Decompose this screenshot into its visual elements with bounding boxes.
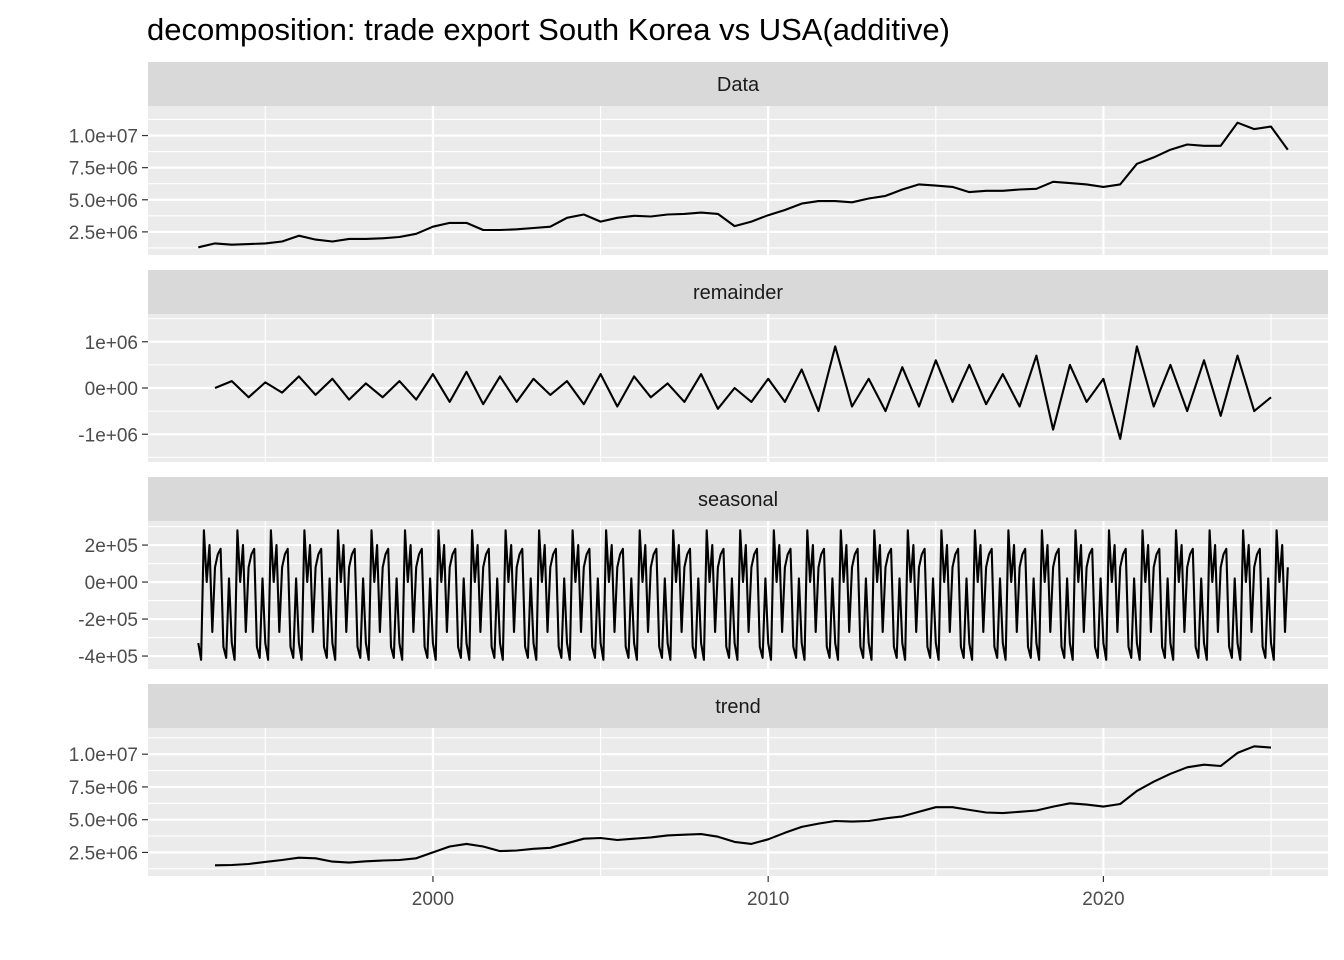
series-line-remainder — [214, 345, 1272, 440]
y-tick-label: 1.0e+07 — [69, 745, 138, 766]
panel-seasonal: seasonal -4e+05 -2e+05 0e+00 2e+05 — [78, 477, 1328, 669]
gridlines — [148, 106, 1328, 255]
y-tick-label: 7.5e+06 — [69, 159, 138, 180]
y-tick-label: 0e+00 — [85, 379, 138, 400]
x-axis: 2000 2010 2020 — [412, 876, 1125, 910]
panel-trend: trend 2.5e+06 5.0e+06 7.5e+06 1.0e+07 — [69, 684, 1328, 876]
panel-background — [148, 106, 1328, 255]
facet-panels: Data 2.5e+06 5.0e+06 7.5e+06 1.0e+07 remainde… — [69, 62, 1328, 876]
y-tick-label: 0e+00 — [85, 573, 138, 594]
y-tick-label: -1e+06 — [78, 425, 138, 446]
panel-data: Data 2.5e+06 5.0e+06 7.5e+06 1.0e+07 — [69, 62, 1328, 255]
y-tick-label: 7.5e+06 — [69, 778, 138, 799]
strip-label: trend — [715, 696, 761, 718]
strip-label: Data — [717, 74, 760, 96]
series-line-seasonal — [197, 529, 1289, 661]
panel-remainder: remainder -1e+06 0e+00 1e+06 — [78, 270, 1328, 462]
y-tick-label: 2e+05 — [85, 536, 138, 557]
y-tick-label: 1e+06 — [85, 333, 138, 354]
chart-title: decomposition: trade export South Korea … — [147, 12, 950, 47]
gridlines — [148, 728, 1328, 876]
strip-label: remainder — [693, 282, 783, 304]
strip-seasonal — [148, 477, 1328, 521]
x-tick-label: 2010 — [747, 889, 789, 910]
y-tick-label: -4e+05 — [78, 647, 138, 668]
y-tick-label: 2.5e+06 — [69, 223, 138, 244]
y-tick-label: 2.5e+06 — [69, 843, 138, 864]
series-line-data — [198, 121, 1289, 249]
y-tick-label: 5.0e+06 — [69, 811, 138, 832]
y-tick-label: 5.0e+06 — [69, 191, 138, 212]
strip-trend — [148, 684, 1328, 728]
strip-remainder — [148, 270, 1328, 314]
y-tick-label: 1.0e+07 — [69, 127, 138, 148]
panel-background — [148, 728, 1328, 876]
y-tick-label: -2e+05 — [78, 610, 138, 631]
strip-label: seasonal — [698, 489, 778, 511]
strip-data — [148, 62, 1328, 106]
x-tick-label: 2020 — [1082, 889, 1124, 910]
series-line-trend — [214, 745, 1272, 867]
x-tick-label: 2000 — [412, 889, 454, 910]
gridlines — [148, 314, 1328, 462]
